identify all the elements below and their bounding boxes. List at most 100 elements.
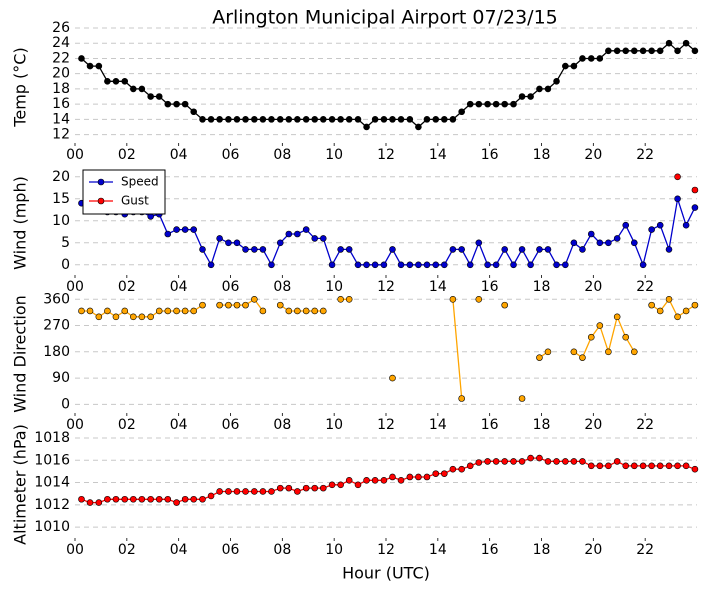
data-point xyxy=(518,93,526,100)
y-tick-label: 26 xyxy=(52,20,70,36)
data-point xyxy=(639,462,647,470)
data-point xyxy=(121,495,129,503)
x-tick-label: 00 xyxy=(66,147,84,163)
data-point xyxy=(328,481,336,489)
x-tick-label: 18 xyxy=(533,147,551,163)
x-tick-label: 02 xyxy=(118,147,136,163)
data-point xyxy=(501,301,508,309)
chart-title: Arlington Municipal Airport 07/23/15 xyxy=(212,7,558,29)
x-tick-label: 06 xyxy=(222,417,240,433)
data-point xyxy=(518,395,526,402)
y-tick-label: 360 xyxy=(43,291,70,307)
data-point xyxy=(319,307,327,315)
data-point xyxy=(268,261,275,269)
data-point xyxy=(242,246,249,253)
data-point xyxy=(587,462,595,470)
data-point xyxy=(397,477,405,484)
data-point xyxy=(121,307,129,315)
data-point xyxy=(354,261,362,269)
data-point xyxy=(484,458,491,465)
x-tick-label: 16 xyxy=(481,279,499,295)
data-point xyxy=(544,85,552,93)
data-point xyxy=(570,348,578,356)
x-tick-label: 14 xyxy=(429,542,447,558)
x-tick-label: 22 xyxy=(636,279,654,295)
data-point xyxy=(458,108,465,116)
data-point xyxy=(389,374,396,382)
data-point xyxy=(319,116,327,123)
data-point xyxy=(665,295,673,303)
data-point xyxy=(104,495,111,503)
data-point xyxy=(656,307,664,315)
data-point xyxy=(328,116,336,123)
data-point xyxy=(674,313,681,321)
data-point xyxy=(233,116,241,123)
x-tick-label: 06 xyxy=(222,542,240,558)
data-point xyxy=(242,301,249,309)
y-tick-label: 0 xyxy=(61,257,70,273)
data-point xyxy=(622,462,630,470)
x-tick-label: 20 xyxy=(584,147,602,163)
data-point xyxy=(605,348,612,356)
data-point xyxy=(536,85,543,93)
series-line xyxy=(81,198,696,267)
data-point xyxy=(613,313,621,321)
data-point xyxy=(389,116,396,123)
data-point xyxy=(147,495,154,503)
data-point xyxy=(190,108,197,116)
data-point xyxy=(104,77,111,85)
data-point xyxy=(268,488,275,495)
data-point xyxy=(130,313,137,321)
data-point xyxy=(449,465,457,473)
data-point xyxy=(173,100,180,108)
data-point xyxy=(518,246,526,253)
data-point xyxy=(371,116,379,123)
data-point xyxy=(691,47,699,55)
data-point xyxy=(605,47,612,55)
data-point xyxy=(527,261,534,269)
data-point xyxy=(268,116,275,123)
data-point xyxy=(319,484,327,492)
data-point xyxy=(251,295,258,303)
y-tick-label: 14 xyxy=(52,111,70,127)
data-point xyxy=(311,307,319,315)
data-point xyxy=(527,454,534,462)
data-point xyxy=(449,116,457,123)
data-point xyxy=(639,47,647,55)
data-point xyxy=(406,473,414,481)
x-tick-label: 06 xyxy=(222,279,240,295)
data-point xyxy=(475,459,483,466)
data-point xyxy=(78,495,85,503)
x-tick-label: 04 xyxy=(170,279,188,295)
y-axis-label: Temp (°C) xyxy=(11,47,30,127)
data-point xyxy=(155,93,163,100)
data-point xyxy=(259,246,267,253)
data-point xyxy=(518,458,526,465)
data-point xyxy=(674,195,681,203)
data-point xyxy=(510,458,517,465)
data-point xyxy=(475,100,483,108)
x-axis-label: Hour (UTC) xyxy=(342,564,430,583)
data-point xyxy=(406,116,414,123)
data-point xyxy=(173,499,180,506)
data-point xyxy=(587,333,595,341)
data-point xyxy=(371,261,379,269)
data-point xyxy=(579,458,586,465)
data-point xyxy=(570,62,578,70)
data-point xyxy=(613,235,621,242)
data-point xyxy=(337,481,344,489)
data-point xyxy=(475,295,483,303)
x-tick-label: 16 xyxy=(481,147,499,163)
y-tick-label: 10 xyxy=(52,213,70,229)
data-point xyxy=(302,484,310,492)
x-tick-label: 04 xyxy=(170,147,188,163)
data-point xyxy=(147,313,154,321)
data-point xyxy=(181,495,189,503)
data-point xyxy=(656,462,664,470)
data-point xyxy=(302,226,310,233)
data-point xyxy=(570,458,578,465)
data-point xyxy=(354,116,362,123)
data-point xyxy=(587,230,595,238)
data-point xyxy=(86,62,94,70)
data-point xyxy=(665,462,673,470)
